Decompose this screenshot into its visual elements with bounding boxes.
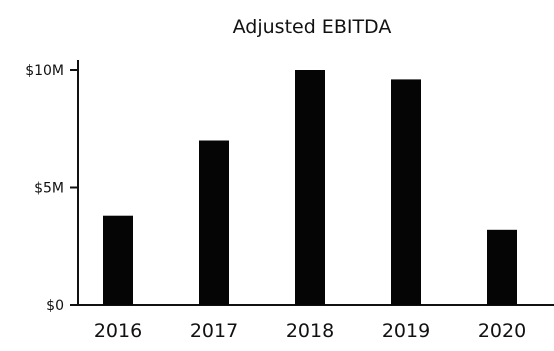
bar-2018 bbox=[295, 70, 325, 305]
y-tick-label: $10M bbox=[25, 63, 64, 79]
x-tick-label-2018: 2018 bbox=[286, 320, 334, 342]
bar-2020 bbox=[487, 229, 517, 305]
y-tick-group: $0 $5M $10M bbox=[25, 63, 78, 314]
x-tick-label-2020: 2020 bbox=[478, 320, 526, 342]
bar-2017 bbox=[199, 140, 229, 305]
chart-title: Adjusted EBITDA bbox=[233, 16, 392, 38]
bar-2019 bbox=[391, 79, 421, 306]
x-tick-label-2016: 2016 bbox=[94, 320, 142, 342]
x-tick-label-2019: 2019 bbox=[382, 320, 430, 342]
y-tick-label: $5M bbox=[34, 181, 64, 197]
x-tick-label-2017: 2017 bbox=[190, 320, 238, 342]
y-tick-label: $0 bbox=[46, 298, 64, 314]
bar-group bbox=[103, 70, 517, 306]
x-tick-group: 2016 2017 2018 2019 2020 bbox=[94, 320, 526, 342]
bar-2016 bbox=[103, 215, 133, 305]
